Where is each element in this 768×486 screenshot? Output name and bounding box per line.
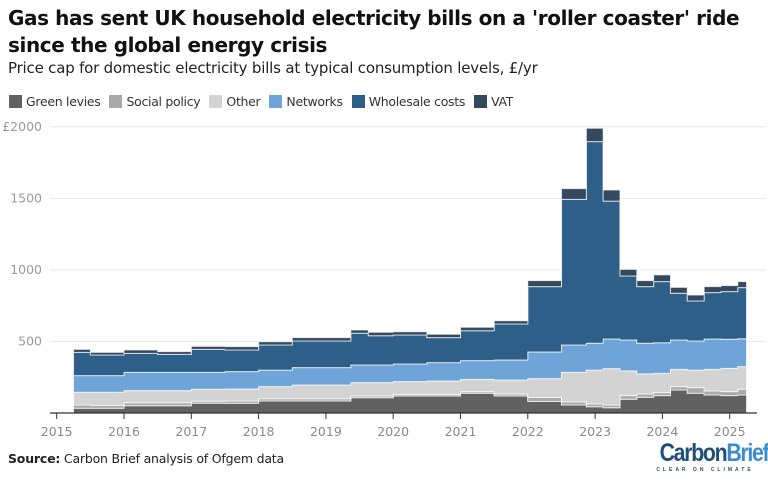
legend-item: Wholesale costs [351,94,466,109]
legend-item: Other [209,94,261,109]
logo-tagline: CLEAR ON CLIMATE [656,467,754,473]
legend-swatch [109,95,123,108]
legend-swatch [269,95,283,108]
legend-label: Wholesale costs [368,94,466,109]
y-tick-label: £2000 [2,119,42,134]
legend-item: Social policy [109,94,201,109]
x-tick-label: 2025 [714,424,746,439]
x-tick-label: 2020 [377,424,409,439]
x-tick-label: 2015 [41,424,73,439]
legend-label: Networks [286,94,343,109]
legend-item: Networks [269,94,343,109]
carbon-brief-logo: CarbonBrief CLEAR ON CLIMATE [650,439,768,473]
x-tick-label: 2017 [175,424,207,439]
legend-label: VAT [491,94,514,109]
legend-swatch [474,95,488,108]
area-vat [73,127,748,356]
legend-label: Social policy [126,94,201,109]
legend-item: Green levies [9,94,101,109]
source-note: Source: Carbon Brief analysis of Ofgem d… [8,451,284,466]
y-tick-label: 500 [18,333,42,348]
chart-subtitle: Price cap for domestic electricity bills… [8,59,538,77]
chart-title: Gas has sent UK household electricity bi… [8,6,740,57]
legend-item: VAT [474,94,513,109]
x-tick-label: 2024 [646,424,678,439]
area-wholesale-costs [73,141,748,377]
legend-label: Other [226,94,261,109]
source-text: Carbon Brief analysis of Ofgem data [60,451,284,466]
y-tick-label: 1000 [10,262,42,277]
logo-part2: Brief [726,439,768,467]
legend-swatch [209,95,223,108]
x-tick-label: 2022 [512,424,544,439]
source-label: Source: [8,451,61,466]
x-tick-label: 2021 [445,424,477,439]
x-tick-label: 2016 [108,424,140,439]
legend: Green levies Social policy Other Networks Wh… [9,94,513,109]
logo-part1: Carbon [659,439,728,467]
x-tick-label: 2019 [310,424,342,439]
legend-swatch [351,95,365,108]
y-tick-label: 1500 [10,190,42,205]
legend-swatch [9,95,22,108]
x-tick-label: 2023 [579,424,611,439]
x-tick-label: 2018 [243,424,275,439]
legend-label: Green levies [26,94,101,109]
